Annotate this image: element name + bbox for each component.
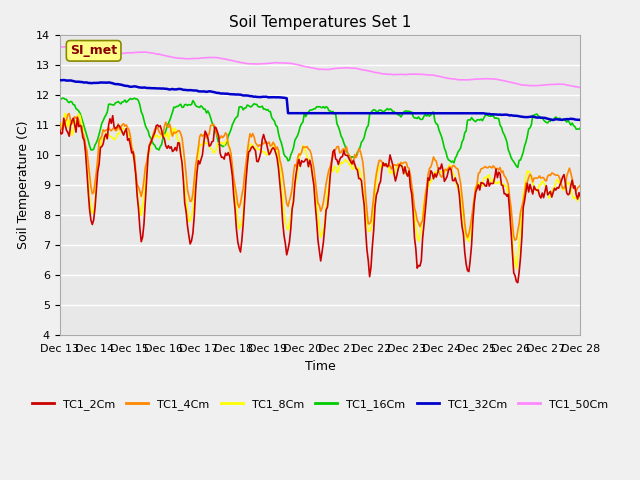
TC1_4Cm [56, 119, 63, 125]
TC1_50Cm [60, 44, 68, 50]
TC1_32Cm [577, 117, 584, 123]
TC1_50Cm [574, 84, 582, 90]
TC1_16Cm [91, 142, 99, 148]
TC1_16Cm [75, 108, 83, 114]
TC1_50Cm [56, 44, 63, 50]
TC1_50Cm [325, 67, 333, 72]
TC1_32Cm [574, 117, 582, 123]
TC1_2Cm [56, 127, 63, 132]
TC1_4Cm [65, 110, 73, 116]
TC1_4Cm [506, 194, 513, 200]
X-axis label: Time: Time [305, 360, 335, 373]
TC1_4Cm [577, 182, 584, 188]
Line: TC1_8Cm: TC1_8Cm [60, 113, 580, 269]
TC1_8Cm [506, 200, 513, 205]
TC1_50Cm [428, 72, 436, 78]
Line: TC1_16Cm: TC1_16Cm [60, 98, 580, 168]
TC1_4Cm [75, 118, 83, 123]
TC1_8Cm [325, 181, 333, 187]
TC1_2Cm [90, 217, 97, 223]
Legend: TC1_2Cm, TC1_4Cm, TC1_8Cm, TC1_16Cm, TC1_32Cm, TC1_50Cm: TC1_2Cm, TC1_4Cm, TC1_8Cm, TC1_16Cm, TC1… [28, 394, 612, 414]
TC1_2Cm [506, 208, 513, 214]
TC1_2Cm [109, 113, 116, 119]
TC1_16Cm [506, 150, 513, 156]
Text: SI_met: SI_met [70, 44, 117, 57]
TC1_32Cm [90, 80, 97, 86]
TC1_16Cm [577, 125, 584, 131]
TC1_8Cm [577, 195, 584, 201]
TC1_32Cm [74, 79, 81, 84]
TC1_50Cm [75, 45, 83, 51]
TC1_2Cm [428, 170, 436, 176]
TC1_2Cm [74, 115, 81, 120]
TC1_4Cm [511, 237, 519, 243]
TC1_32Cm [427, 110, 435, 116]
TC1_32Cm [504, 112, 512, 118]
TC1_2Cm [325, 191, 333, 197]
TC1_16Cm [58, 96, 66, 101]
TC1_4Cm [325, 167, 333, 173]
Y-axis label: Soil Temperature (C): Soil Temperature (C) [17, 121, 30, 249]
TC1_32Cm [56, 77, 63, 83]
TC1_2Cm [575, 190, 583, 195]
TC1_50Cm [506, 79, 513, 85]
TC1_8Cm [428, 176, 436, 182]
TC1_4Cm [575, 184, 583, 190]
TC1_8Cm [91, 198, 99, 204]
TC1_32Cm [549, 117, 557, 123]
TC1_16Cm [56, 97, 63, 103]
TC1_2Cm [577, 194, 584, 200]
TC1_8Cm [575, 194, 583, 200]
TC1_2Cm [514, 280, 522, 286]
Line: TC1_32Cm: TC1_32Cm [60, 80, 580, 120]
TC1_16Cm [325, 108, 333, 114]
TC1_8Cm [56, 123, 63, 129]
TC1_8Cm [61, 110, 69, 116]
TC1_16Cm [428, 109, 436, 115]
TC1_16Cm [514, 165, 522, 170]
TC1_8Cm [75, 111, 83, 117]
TC1_8Cm [513, 266, 520, 272]
Line: TC1_2Cm: TC1_2Cm [60, 116, 580, 283]
TC1_50Cm [577, 85, 584, 91]
TC1_50Cm [91, 48, 99, 53]
TC1_4Cm [91, 180, 99, 185]
TC1_16Cm [575, 126, 583, 132]
TC1_32Cm [324, 110, 332, 116]
Line: TC1_50Cm: TC1_50Cm [60, 47, 580, 88]
Title: Soil Temperatures Set 1: Soil Temperatures Set 1 [229, 15, 411, 30]
TC1_4Cm [428, 160, 436, 166]
Line: TC1_4Cm: TC1_4Cm [60, 113, 580, 240]
